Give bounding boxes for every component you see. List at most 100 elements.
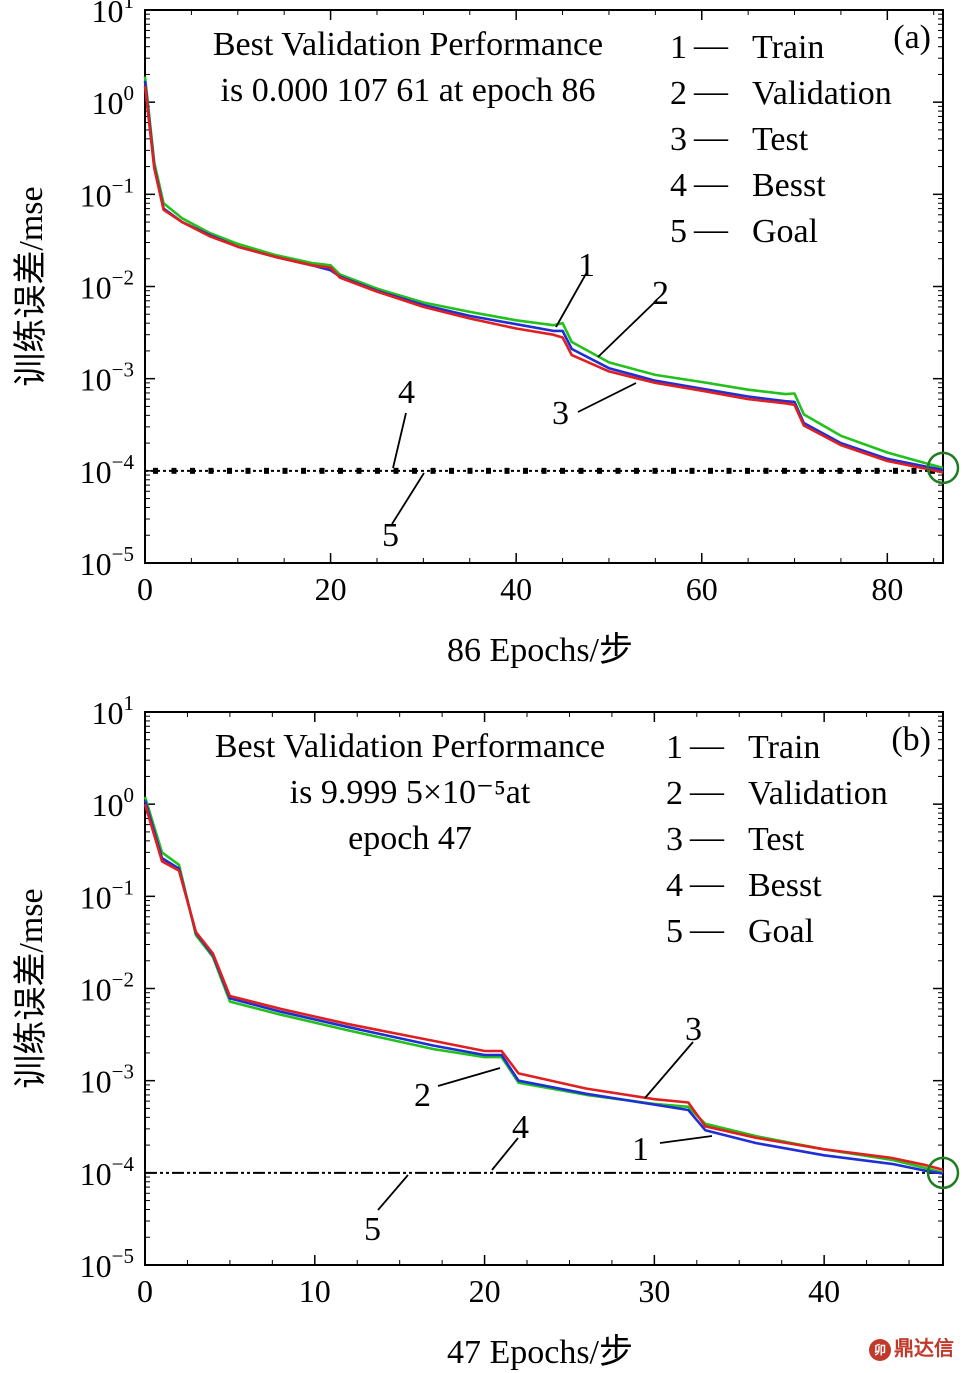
x-tick-label: 10 [299,1273,331,1309]
legend-number: 3 [670,121,687,158]
annotation-leader [555,271,588,328]
best-line-marker [708,467,713,474]
best-line-marker [652,467,658,474]
y-tick-label: 100 [92,81,135,121]
y-tick-label: 10−5 [80,1244,134,1284]
legend-dash: — [693,211,729,248]
x-tick-label: 30 [638,1273,670,1309]
best-line-marker [782,467,787,474]
best-line-marker [375,467,380,474]
best-line-marker [874,467,880,474]
annotation-label: 4 [398,374,415,411]
annotation-label: 2 [414,1077,431,1114]
legend-dash: — [693,73,729,110]
annotation-label: 5 [382,517,399,554]
best-line-marker [763,467,769,474]
legend-label-test: Test [752,121,809,158]
y-tick-label: 10−5 [80,542,134,582]
best-line-marker [190,467,195,474]
annotation-leader [391,472,425,525]
dingdaxin-logo-icon: 卯 [869,1338,891,1361]
x-tick-label: 0 [137,571,153,607]
best-line-marker [634,467,639,474]
legend-number: 4 [670,167,687,204]
y-tick-label: 10−2 [80,266,134,306]
y-tick-label: 10−4 [80,1152,135,1192]
legend-label-validation: Validation [748,775,888,812]
best-line-marker [800,467,806,474]
series-line-train [143,80,944,472]
best-line-marker [856,467,861,474]
best-line-marker [671,467,676,474]
x-tick-label: 80 [871,571,903,607]
chart-panel-b: 101 100 10−1 10−2 10−3 10−4 10−50 10 20 30 40 47 Ep… [12,691,960,1371]
annotation-leader [659,1135,713,1144]
y-tick-label: 100 [92,783,135,823]
legend-number: 1 [670,29,687,66]
best-line-marker [245,467,251,474]
legend-dash: — [693,119,729,156]
watermark-text: 鼎达信 [894,1336,954,1360]
annotation-label: 1 [578,247,595,284]
y-tick-label: 10−1 [80,173,134,213]
annotation-leader [377,1174,409,1211]
annotation-leader [392,412,407,469]
best-line-marker [467,467,473,474]
legend-number: 2 [670,75,687,112]
legend-label-validation: Validation [752,75,892,112]
annotation-leader [597,299,658,358]
best-line-marker [837,467,843,474]
series-line-test [143,85,944,474]
annotation-leader [491,1137,519,1171]
y-tick-label: 10−4 [80,450,135,490]
best-line-marker [560,467,565,474]
watermark: 卯鼎达信 [869,1332,954,1361]
legend-number: 1 [666,729,683,766]
series-line-validation [143,796,944,1175]
best-line-marker [208,467,214,474]
best-line-marker [597,467,602,474]
legend-label-besst: Besst [748,867,822,904]
annotation-label: 5 [364,1211,381,1248]
title-line-2: is 0.000 107 61 at epoch 86 [221,72,596,109]
y-tick-label: 10−3 [80,358,134,398]
legend-label-train: Train [748,729,820,766]
title-line-3: epoch 47 [348,820,472,857]
best-line-marker [264,467,269,474]
best-line-marker [615,467,621,474]
legend-dash: — [689,819,725,856]
best-line-marker [393,467,399,474]
legend-dash: — [689,911,725,948]
y-tick-label: 10−2 [80,968,134,1008]
best-line-marker [689,467,695,474]
best-line-marker [153,467,158,474]
legend-number: 4 [666,867,683,904]
annotation-leader [437,1067,501,1087]
legend-label-train: Train [752,29,824,66]
annotation-label: 3 [552,395,569,432]
panel-label: (a) [893,19,931,56]
annotation-label: 3 [685,1011,702,1048]
best-line-marker [356,467,362,474]
y-tick-label: 10−3 [80,1060,134,1100]
title-line-1: Best Validation Performance [213,26,603,63]
x-tick-label: 40 [808,1273,840,1309]
best-line-marker [911,467,917,474]
best-line-marker [523,467,528,474]
annotation-leader [577,382,637,413]
series-line-train [143,800,944,1175]
y-tick-label: 10−1 [80,875,134,915]
legend-dash: — [689,865,725,902]
x-tick-label: 40 [500,571,532,607]
legend-label-besst: Besst [752,167,826,204]
best-line-marker [541,467,547,474]
best-line-marker [227,467,232,474]
legend-number: 2 [666,775,683,812]
y-axis-label: 训练误差/mse [12,186,50,386]
legend-number: 5 [670,213,687,250]
legend-dash: — [689,727,725,764]
best-line-marker [819,467,824,474]
legend-dash: — [693,165,729,202]
best-point-circle [926,1156,960,1190]
best-line-marker [449,467,454,474]
